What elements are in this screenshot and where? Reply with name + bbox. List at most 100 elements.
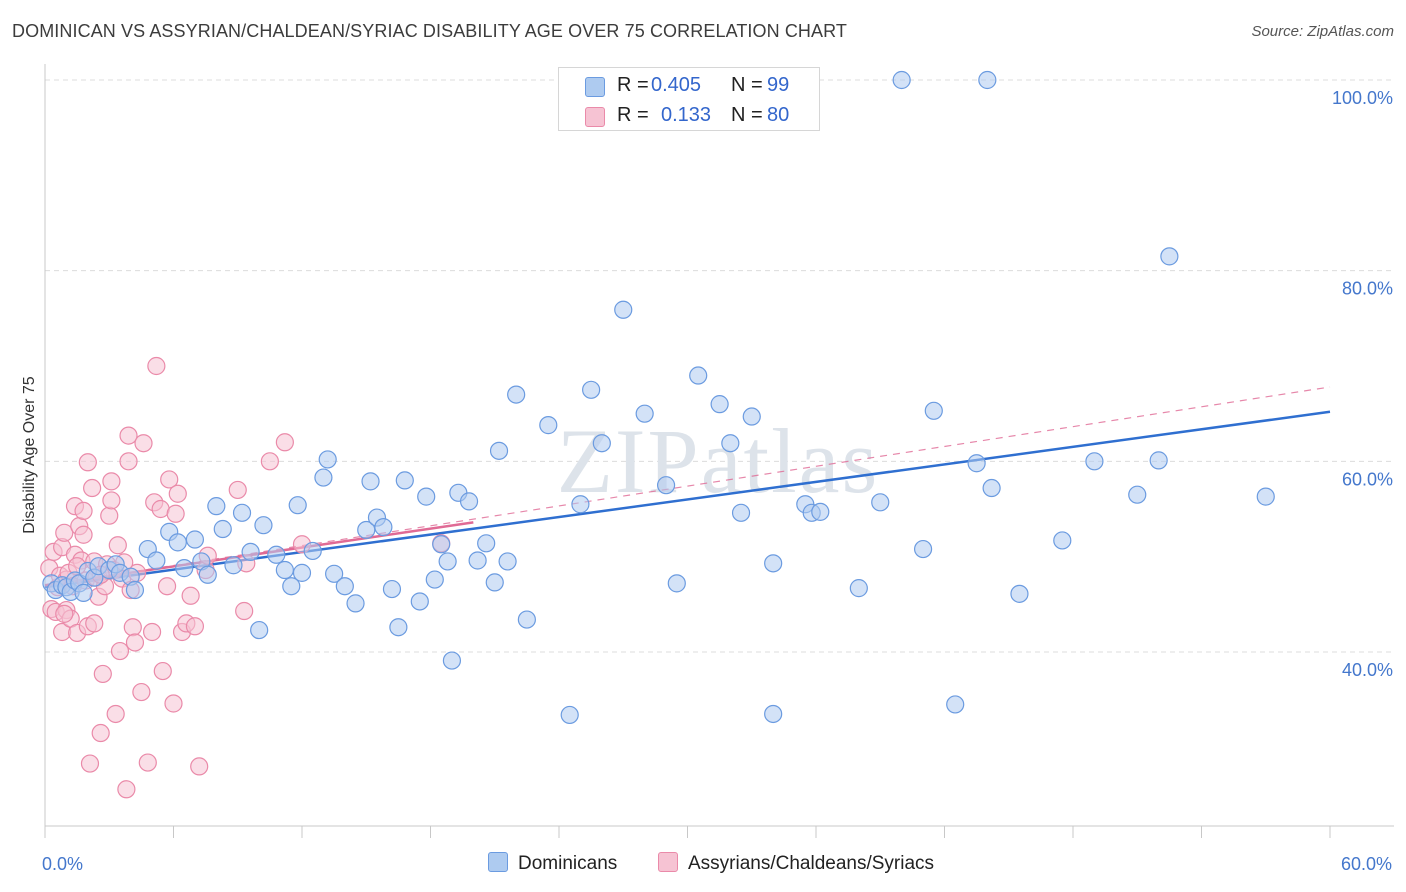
x-tick-min: 0.0% (42, 854, 83, 874)
dominicans-point (571, 495, 590, 514)
legend-item-assyrians: Assyrians/Chaldeans/Syriacs (658, 852, 934, 875)
assyrians-point (153, 661, 172, 681)
assyrians-point (119, 426, 138, 445)
assyrians-point (157, 577, 177, 596)
dominicans-point (1128, 485, 1147, 504)
dominicans-point (1053, 531, 1072, 550)
dominicans-point (459, 492, 479, 511)
assyrians-point (132, 682, 151, 702)
dominicans-point (560, 705, 579, 725)
dominicans-point (539, 416, 558, 435)
series-dominicans-points (42, 70, 1275, 725)
dominicans-point (978, 70, 997, 90)
dominicans-point (689, 366, 708, 385)
assyrians-point (74, 525, 93, 544)
assyrians-point (151, 499, 170, 519)
legend-label: Assyrians/Chaldeans/Syriacs (688, 853, 935, 874)
assyrians-point (147, 356, 166, 376)
dominicans-point (267, 545, 286, 564)
dominicans-point (468, 551, 487, 570)
assyrians-point (119, 452, 138, 471)
assyrians-point (117, 780, 136, 799)
dominicans-point (318, 450, 337, 469)
y-tick-label: 80.0% (1342, 279, 1393, 299)
x-tick-max: 60.0% (1341, 854, 1392, 874)
dominicans-point (849, 579, 868, 598)
dominicans-point (764, 704, 783, 724)
assyrians-point (83, 478, 102, 498)
dominicans-point (811, 502, 830, 521)
correlation-legend: R = 0.405 N = 99 R = 0.133 N = 80 (558, 67, 820, 131)
dominicans-point (656, 476, 676, 495)
r-value: 0.133 (661, 104, 712, 126)
assyrians-point (123, 618, 142, 637)
assyrians-point (80, 754, 100, 773)
assyrians-point (235, 601, 254, 621)
y-tick-labels: 40.0% 60.0% 80.0% 100.0% (1332, 88, 1393, 680)
assyrians-point (102, 472, 121, 491)
dominicans-point (477, 534, 496, 553)
dominicans-point (147, 551, 166, 570)
assyrians-point (100, 506, 119, 525)
y-tick-label: 60.0% (1342, 469, 1393, 489)
dominicans-point (1256, 487, 1275, 506)
assyrians-point (85, 614, 104, 633)
dominicans-point (417, 487, 436, 506)
assyrians-point (106, 704, 125, 724)
dominicans-point (582, 380, 601, 399)
dominicans-point (395, 471, 414, 490)
dominicans-point (241, 542, 260, 562)
dominicans-trend-line (44, 410, 1331, 589)
dominicans-point (198, 565, 217, 584)
dominicans-point (721, 434, 740, 453)
assyrians-point (74, 501, 93, 521)
dominicans-point (592, 434, 611, 453)
pink-swatch-icon (585, 107, 605, 127)
dominicans-point (325, 564, 344, 583)
dominicans-point (871, 493, 890, 512)
dominicans-point (175, 559, 194, 578)
dominicans-point (314, 468, 333, 487)
series-assyrians-points (40, 356, 451, 799)
dominicans-point (635, 404, 654, 423)
dominicans-point (361, 472, 380, 491)
dominicans-point (125, 580, 145, 600)
dominicans-point (892, 70, 911, 90)
dominicans-point (731, 503, 751, 522)
assyrians-point (190, 757, 209, 776)
assyrians-point (102, 491, 121, 510)
assyrians-point (91, 723, 110, 743)
r-value: 0.405 (651, 74, 702, 96)
n-value: 99 (767, 74, 790, 96)
y-axis-title: Disability Age Over 75 (21, 376, 38, 534)
dominicans-point (1010, 584, 1029, 603)
dominicans-point (335, 577, 354, 596)
assyrians-point (185, 617, 205, 636)
dominicans-point (1149, 451, 1168, 470)
dominicans-point (1085, 452, 1104, 471)
assyrians-point (110, 641, 130, 661)
assyrians-point (55, 523, 74, 542)
assyrians-point (181, 586, 200, 605)
dominicans-point (425, 570, 444, 589)
blue-swatch-icon (488, 852, 508, 872)
assyrians-point (164, 694, 183, 713)
axes (44, 64, 1394, 838)
r-label: R = (617, 104, 649, 126)
dominicans-point (438, 552, 457, 571)
dominicans-point (346, 594, 365, 613)
dominicans-point (614, 300, 633, 319)
dominicans-point (382, 579, 402, 599)
dominicans-point (232, 503, 252, 522)
dominicans-point (250, 620, 269, 640)
dominicans-point (485, 573, 504, 592)
dominicans-point (432, 535, 451, 554)
assyrians-point (134, 434, 153, 453)
y-tick-label: 40.0% (1342, 660, 1393, 680)
source-label: Source: ZipAtlas.com (1251, 23, 1394, 40)
n-value: 80 (767, 104, 790, 126)
watermark: ZIPatlas (557, 410, 880, 512)
legend-row-assyrians: R = 0.133 N = 80 (559, 102, 819, 132)
dominicans-point (207, 497, 226, 516)
